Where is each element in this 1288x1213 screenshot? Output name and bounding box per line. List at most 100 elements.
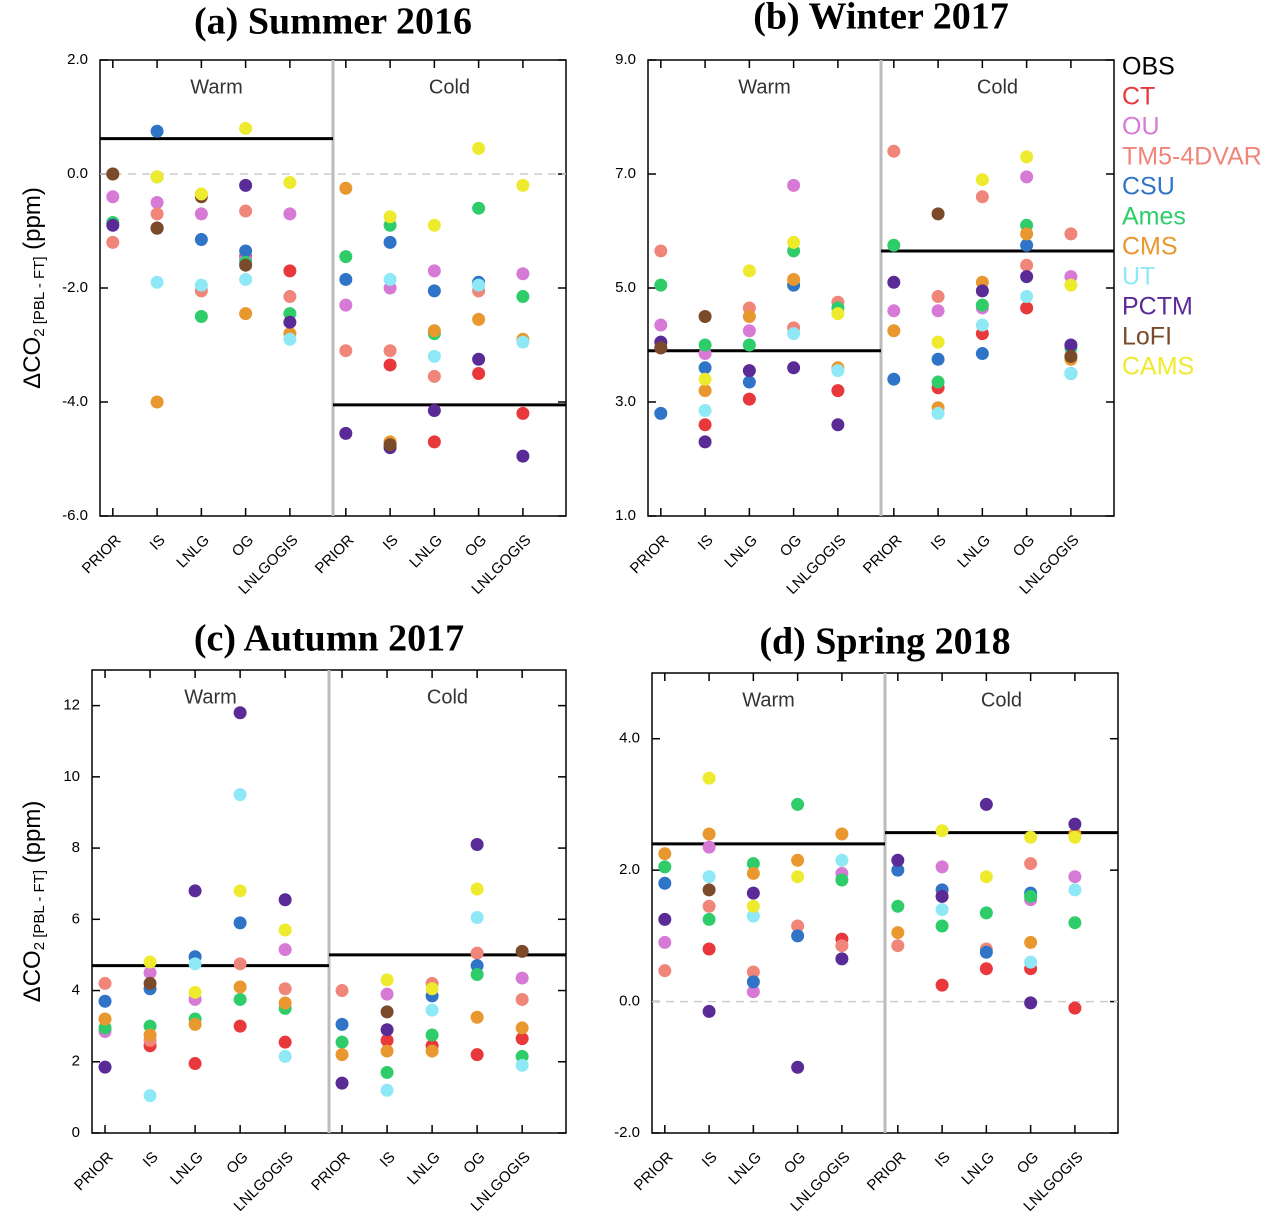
model-point bbox=[702, 840, 716, 854]
model-point bbox=[1068, 870, 1082, 884]
model-point bbox=[150, 395, 164, 409]
model-point bbox=[472, 352, 486, 366]
model-point bbox=[233, 706, 247, 720]
model-point bbox=[975, 347, 989, 361]
model-point bbox=[472, 201, 486, 215]
model-point bbox=[654, 244, 668, 258]
model-point bbox=[891, 853, 905, 867]
x-tick-label: LNLG bbox=[173, 532, 213, 572]
model-point bbox=[887, 324, 901, 338]
region-label: Warm bbox=[738, 76, 791, 98]
model-point bbox=[515, 971, 529, 985]
model-point bbox=[98, 1060, 112, 1074]
model-point bbox=[188, 985, 202, 999]
legend-entry: PCTM bbox=[1122, 293, 1193, 321]
model-point bbox=[239, 272, 253, 286]
x-tick-label: PRIOR bbox=[864, 1149, 910, 1195]
model-point bbox=[335, 984, 349, 998]
model-point bbox=[339, 250, 353, 264]
x-tick-label: IS bbox=[928, 532, 950, 554]
model-point bbox=[106, 167, 120, 181]
region-label: Warm bbox=[184, 686, 237, 708]
model-point bbox=[472, 312, 486, 326]
x-tick-label: PRIOR bbox=[631, 1149, 677, 1195]
model-point bbox=[746, 857, 760, 871]
model-point bbox=[979, 870, 993, 884]
model-point bbox=[98, 976, 112, 990]
model-point bbox=[425, 982, 439, 996]
x-tick-label: IS bbox=[377, 1149, 399, 1171]
model-point bbox=[383, 272, 397, 286]
y-tick-label: 0.0 bbox=[619, 993, 640, 1010]
y-tick-label: 9.0 bbox=[615, 51, 636, 68]
model-point bbox=[1068, 1001, 1082, 1015]
model-point bbox=[335, 1076, 349, 1090]
x-tick-label: IS bbox=[380, 532, 402, 554]
model-point bbox=[702, 899, 716, 913]
model-point bbox=[427, 404, 441, 418]
model-point bbox=[742, 338, 756, 352]
y-tick-label: 8 bbox=[72, 839, 80, 856]
model-point bbox=[233, 1019, 247, 1033]
chart-title: (b) Winter 2017 bbox=[753, 0, 1008, 38]
model-point bbox=[787, 327, 801, 341]
x-tick-label: OG bbox=[1014, 1149, 1043, 1178]
model-point bbox=[1020, 258, 1034, 272]
y-axis-label: ΔCO2 [PBL - FT] (ppm) bbox=[19, 801, 48, 1003]
model-point bbox=[787, 178, 801, 192]
model-point bbox=[702, 827, 716, 841]
model-point bbox=[1068, 916, 1082, 930]
model-point bbox=[658, 912, 672, 926]
model-point bbox=[1064, 227, 1078, 241]
model-point bbox=[787, 235, 801, 249]
model-point bbox=[1064, 367, 1078, 380]
model-point bbox=[935, 824, 949, 838]
model-point bbox=[1020, 170, 1034, 184]
model-point bbox=[887, 238, 901, 252]
model-point bbox=[654, 341, 668, 355]
y-label-unit: (ppm) bbox=[19, 801, 46, 870]
model-point bbox=[233, 916, 247, 930]
model-point bbox=[742, 375, 756, 389]
model-point bbox=[979, 962, 993, 976]
model-point bbox=[742, 264, 756, 278]
model-point bbox=[1064, 349, 1078, 363]
model-point bbox=[150, 275, 164, 289]
model-point bbox=[383, 210, 397, 224]
model-point bbox=[470, 882, 484, 896]
model-point bbox=[931, 304, 945, 318]
model-point bbox=[831, 384, 845, 398]
model-point bbox=[516, 267, 530, 281]
y-tick-label: -2.0 bbox=[62, 279, 88, 296]
x-tick-label: PRIOR bbox=[627, 532, 673, 578]
legend-entry: Ames bbox=[1122, 203, 1186, 231]
model-point bbox=[1064, 338, 1078, 352]
model-point bbox=[188, 884, 202, 898]
model-point bbox=[935, 903, 949, 917]
model-point bbox=[791, 929, 805, 943]
model-point bbox=[654, 406, 668, 420]
model-point bbox=[1068, 883, 1082, 897]
model-point bbox=[188, 1017, 202, 1031]
model-point bbox=[194, 207, 208, 221]
model-point bbox=[975, 284, 989, 298]
model-point bbox=[935, 889, 949, 903]
model-point bbox=[698, 404, 712, 418]
model-point bbox=[383, 235, 397, 249]
chart-title: (d) Spring 2018 bbox=[759, 621, 1010, 663]
model-point bbox=[233, 992, 247, 1006]
model-point bbox=[143, 976, 157, 990]
model-point bbox=[427, 324, 441, 338]
model-point bbox=[335, 1017, 349, 1031]
y-label-unit: (ppm) bbox=[19, 187, 46, 256]
model-point bbox=[698, 384, 712, 398]
model-point bbox=[425, 1028, 439, 1042]
model-point bbox=[278, 943, 292, 957]
y-tick-label: 2 bbox=[72, 1053, 80, 1070]
model-point bbox=[472, 278, 486, 292]
model-point bbox=[383, 358, 397, 372]
x-tick-label: IS bbox=[695, 532, 717, 554]
model-point bbox=[380, 1023, 394, 1037]
model-point bbox=[188, 957, 202, 971]
